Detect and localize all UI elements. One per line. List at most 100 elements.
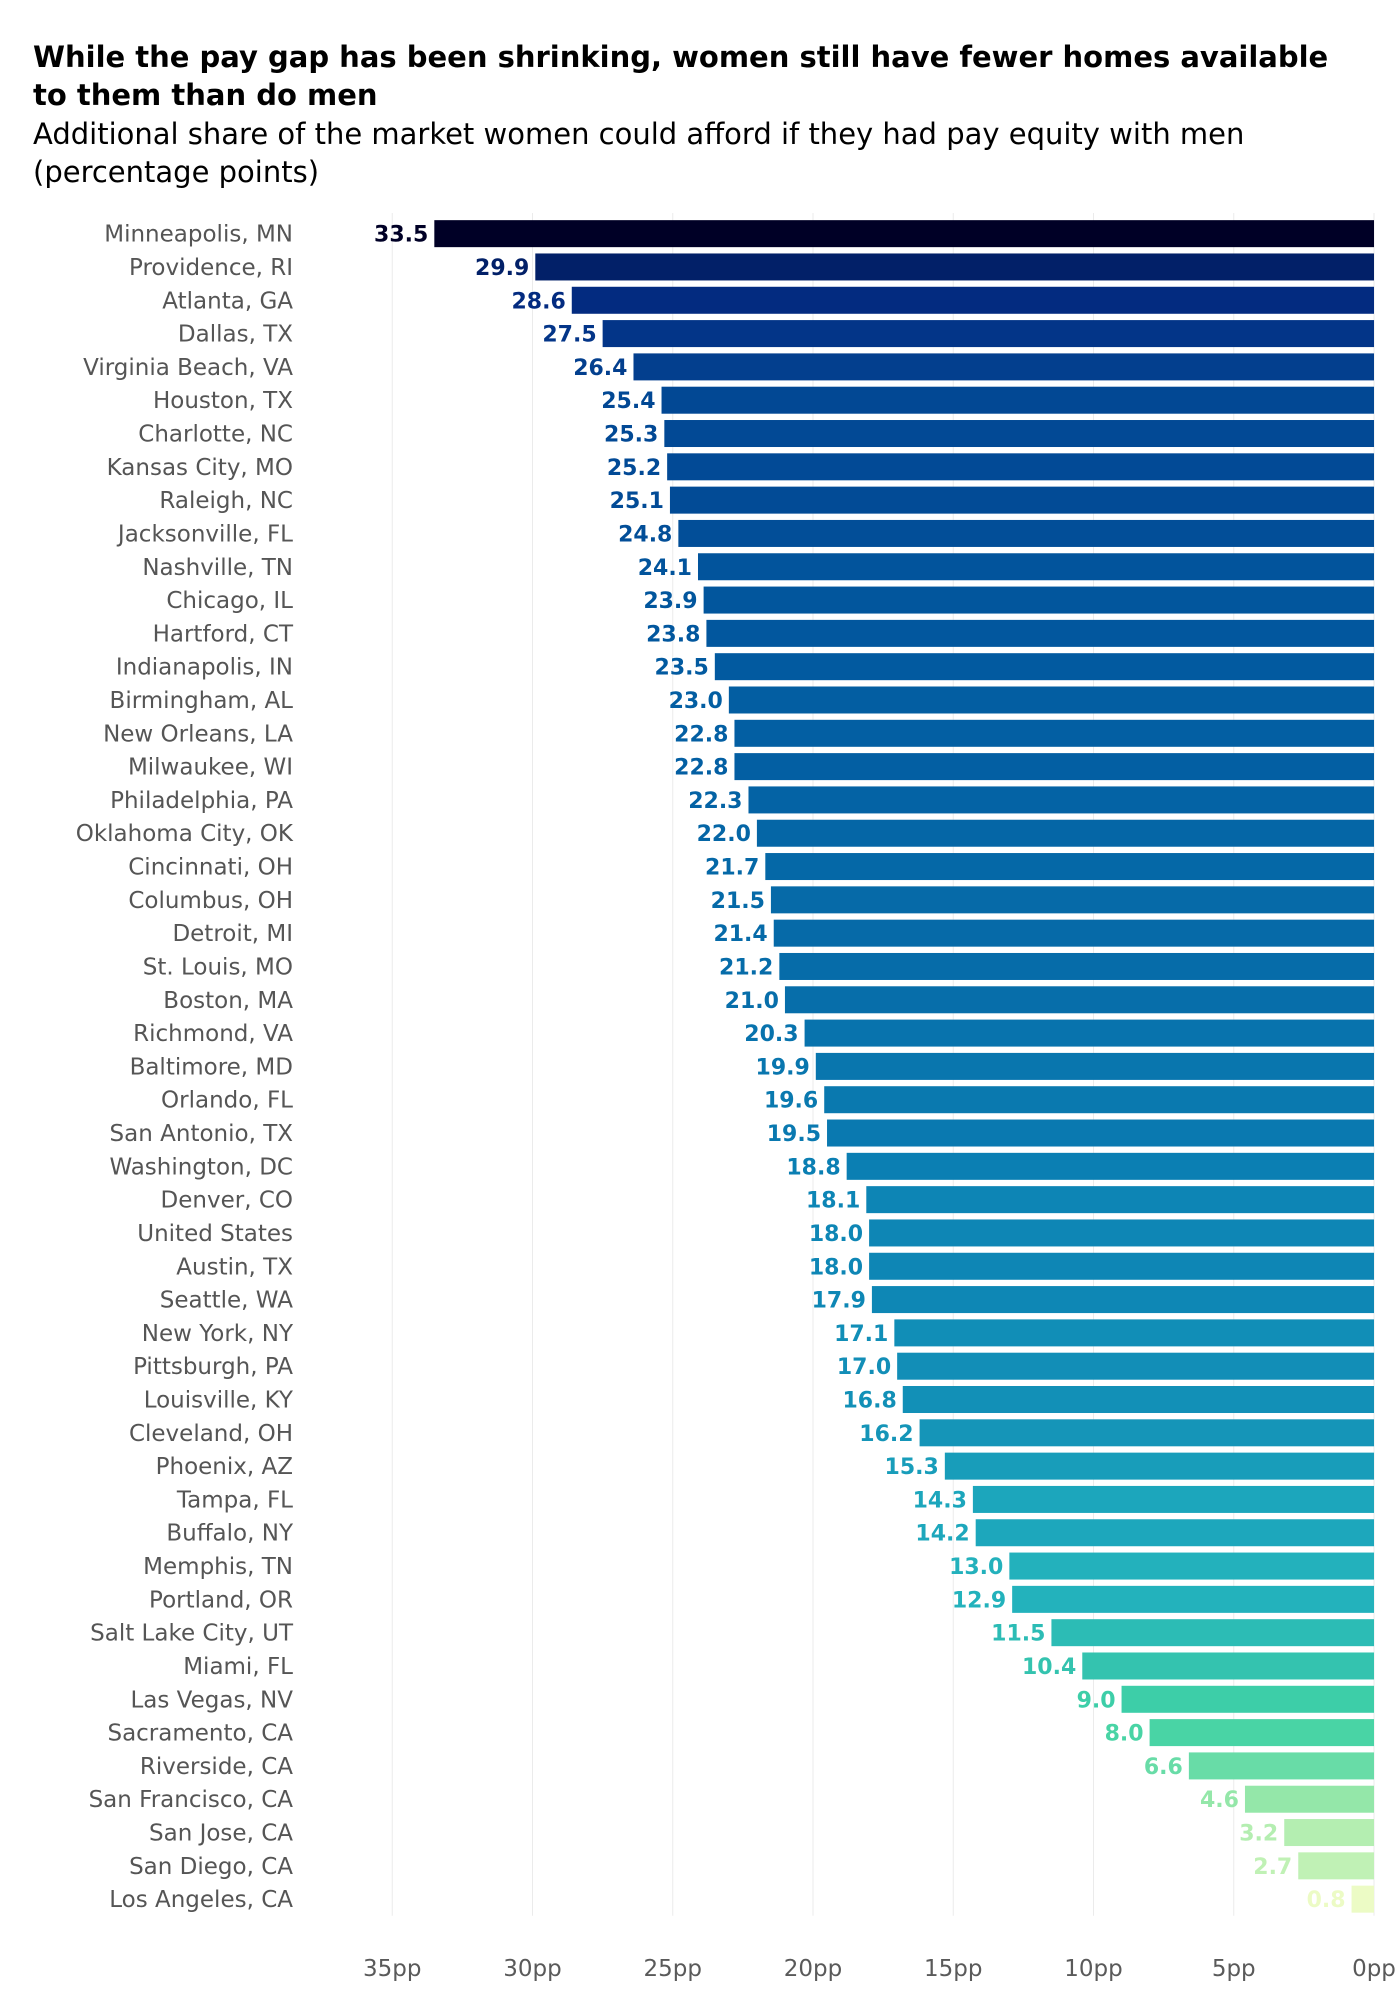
bar-los-angeles-ca: [1351, 1885, 1374, 1913]
category-label: Raleigh, NC: [159, 488, 293, 514]
value-label: 27.5: [542, 323, 596, 348]
category-label: Cleveland, OH: [129, 1421, 293, 1447]
value-label: 8.0: [1105, 1722, 1144, 1747]
value-label: 14.3: [913, 1488, 967, 1513]
x-tick-label: 35pp: [363, 1956, 421, 1982]
category-label: New York, NY: [142, 1321, 294, 1347]
bar-richmond-va: [804, 1019, 1374, 1047]
value-label: 19.9: [756, 1055, 810, 1080]
bar-riverside-ca: [1188, 1752, 1374, 1780]
value-label: 18.1: [806, 1189, 860, 1214]
value-label: 25.4: [601, 389, 655, 414]
bar-san-diego-ca: [1298, 1852, 1374, 1880]
value-label: 21.2: [719, 955, 773, 980]
value-label: 26.4: [573, 356, 627, 381]
bar-chicago-il: [703, 586, 1374, 614]
category-label: Memphis, TN: [143, 1554, 293, 1580]
value-label: 29.9: [475, 256, 529, 281]
category-label: Phoenix, AZ: [156, 1454, 293, 1480]
x-tick-label: 30pp: [503, 1956, 561, 1982]
bar-phoenix-az: [944, 1452, 1374, 1480]
category-label: United States: [137, 1221, 293, 1247]
category-label: Indianapolis, IN: [116, 655, 293, 681]
value-label: 21.0: [725, 989, 779, 1014]
value-label: 16.2: [859, 1422, 913, 1447]
bar-orlando-fl: [824, 1086, 1374, 1114]
bar-new-orleans-la: [734, 719, 1374, 747]
value-label: 15.3: [885, 1455, 939, 1480]
value-label: 2.7: [1253, 1855, 1292, 1880]
value-label: 25.2: [607, 456, 661, 481]
category-label: Boston, MA: [163, 988, 293, 1014]
category-label: Orlando, FL: [161, 1088, 293, 1114]
category-label: Richmond, VA: [133, 1021, 293, 1047]
category-label: Dallas, TX: [178, 322, 293, 348]
category-label: St. Louis, MO: [143, 954, 293, 980]
bar-salt-lake-city-ut: [1051, 1619, 1374, 1647]
category-label: Hartford, CT: [153, 621, 294, 647]
bar-miami-fl: [1082, 1652, 1374, 1680]
value-labels: 33.5 29.9 28.6 27.5 26.4 25.4 25.3 25.2 25.1 24.8…: [374, 223, 1346, 1914]
category-label: Tampa, FL: [176, 1487, 293, 1513]
value-label: 14.2: [915, 1522, 969, 1547]
bar-minneapolis-mn: [434, 220, 1374, 248]
bar-raleigh-nc: [669, 486, 1374, 514]
category-label: Miami, FL: [183, 1654, 293, 1680]
bar-hartford-ct: [706, 619, 1374, 647]
chart-subtitle: Additional share of the market women cou…: [33, 117, 1245, 189]
value-label: 22.3: [688, 789, 742, 814]
category-label: Oklahoma City, OK: [76, 821, 294, 847]
value-label: 23.5: [655, 656, 709, 681]
bar-cleveland-oh: [919, 1419, 1374, 1447]
bar-san-antonio-tx: [827, 1119, 1374, 1147]
category-label: Portland, OR: [149, 1587, 293, 1613]
x-tick-label: 10pp: [1064, 1956, 1122, 1982]
value-label: 21.7: [705, 856, 759, 881]
x-tick-label: 0pp: [1352, 1956, 1396, 1982]
bar-memphis-tn: [1009, 1552, 1374, 1580]
bars: [434, 220, 1374, 1913]
category-label: San Diego, CA: [129, 1854, 293, 1880]
value-label: 22.0: [697, 822, 751, 847]
value-label: 17.1: [834, 1322, 888, 1347]
value-label: 6.6: [1144, 1755, 1183, 1780]
value-label: 12.9: [952, 1588, 1006, 1613]
x-tick-label: 20pp: [784, 1956, 842, 1982]
value-label: 16.8: [842, 1389, 896, 1414]
value-label: 17.9: [812, 1289, 866, 1314]
value-label: 23.0: [669, 689, 723, 714]
bar-indianapolis-in: [714, 653, 1374, 681]
bar-denver-co: [866, 1186, 1374, 1214]
value-label: 17.0: [837, 1355, 891, 1380]
bar-united-states: [869, 1219, 1374, 1247]
bar-louisville-ky: [902, 1386, 1374, 1414]
category-label: Buffalo, NY: [166, 1521, 294, 1547]
category-label: New Orleans, LA: [103, 721, 293, 747]
category-label: Los Angeles, CA: [109, 1887, 293, 1913]
bar-philadelphia-pa: [748, 786, 1374, 814]
bar-atlanta-ga: [571, 286, 1374, 314]
bar-jacksonville-fl: [678, 519, 1374, 547]
x-tick-label: 15pp: [924, 1956, 982, 1982]
category-label: Virginia Beach, VA: [83, 355, 293, 381]
bar-providence-ri: [535, 253, 1374, 281]
bar-boston-ma: [784, 986, 1374, 1014]
category-label: Pittsburgh, PA: [133, 1354, 293, 1380]
category-label: Louisville, KY: [144, 1388, 294, 1414]
bar-portland-or: [1012, 1585, 1374, 1613]
bar-austin-tx: [869, 1252, 1374, 1280]
value-label: 18.8: [786, 1155, 840, 1180]
value-label: 19.6: [764, 1089, 818, 1114]
category-label: Baltimore, MD: [130, 1054, 293, 1080]
bar-washington-dc: [846, 1152, 1374, 1180]
category-label: Salt Lake City, UT: [90, 1621, 294, 1647]
category-label: Columbus, OH: [128, 888, 293, 914]
category-label: Denver, CO: [161, 1188, 293, 1214]
bar-baltimore-md: [815, 1052, 1374, 1080]
category-label: Washington, DC: [109, 1154, 293, 1180]
value-label: 25.3: [604, 423, 658, 448]
category-label: Jacksonville, FL: [116, 521, 293, 547]
value-label: 22.8: [674, 756, 728, 781]
category-label: Minneapolis, MN: [104, 222, 293, 248]
